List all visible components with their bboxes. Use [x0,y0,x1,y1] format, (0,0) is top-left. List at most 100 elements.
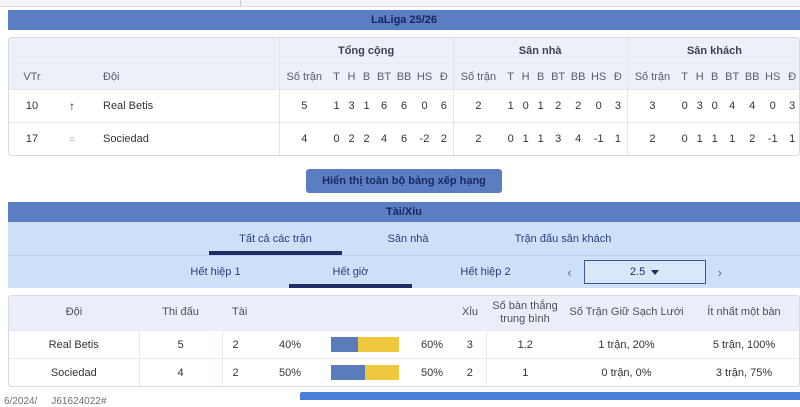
team-name: Sociedad [9,358,139,386]
over-under-bar-cell [320,330,410,359]
stat-cell: 3 [783,89,799,123]
stat-cell: 2 [626,122,678,155]
top-strip [0,0,800,7]
col-header-matches: Số trận [626,63,678,90]
tab-away-matches[interactable]: Trận đấu sân khách [468,222,658,255]
stat-cell: 3 [692,89,708,123]
caret-down-icon [651,269,660,275]
top-strip-divider [240,0,241,6]
show-all-standings-button[interactable]: Hiển thị toàn bộ bảng xếp hạng [306,169,502,193]
group-header-total: Tổng cộng [278,38,454,64]
line-value: 2.5 [630,266,646,278]
stat-cell: 0 [503,122,519,155]
col-header-gd: HS [588,63,610,90]
over-under-card: Đội Thi đấu Tài Xỉu Số bàn thắng trung b… [8,295,800,387]
stat-cell: 1 [533,89,549,123]
ou-col-over: Tài [222,296,260,331]
ou-col-avg-goals: Số bàn thắng trung bình [486,296,564,331]
stat-cell: 4 [722,89,743,123]
stat-cell: 2 [452,89,504,123]
col-header-w: T [503,63,519,90]
period-tab-band: Hết hiệp 1 Hết giờ Hết hiệp 2 ‹ 2.5 › [8,255,800,288]
stat-cell: 2 [742,122,763,155]
tab-second-half[interactable]: Hết hiệp 2 [418,256,553,288]
col-header-pts: Đ [609,63,628,90]
stat-cell: -1 [762,122,784,155]
ou-col-under-pct [410,296,454,331]
show-all-row: Hiển thị toàn bộ bảng xếp hạng [8,169,800,193]
col-header-matches: Số trận [278,63,330,90]
clean-sheets-cell: 1 trận, 20% [564,330,689,359]
tab-all-matches[interactable]: Tất cả các trận [203,222,348,255]
under-pct-cell: 60% [410,330,454,359]
standings-group-header-row: Tổng cộng Sân nhà Sân khách [9,38,799,64]
stat-cell: 3 [548,122,569,155]
stat-cell: 1 [783,122,799,155]
stat-cell: 5 [278,89,330,123]
stat-cell: 6 [374,89,395,123]
league-title: LaLiga 25/26 [370,14,438,26]
footer-ref-left: 6/2024/ [4,396,38,407]
line-selector-group: ‹ 2.5 › [567,256,722,288]
ou-col-bar [320,296,410,331]
over-under-header-bar: Tài/Xỉu [8,202,800,222]
standings-card: Tổng cộng Sân nhà Sân khách VTr Đội Số t… [8,37,800,156]
over-count-cell: 2 [221,330,260,359]
stat-cell: 6 [435,89,454,123]
tab-label: Sân nhà [387,232,429,245]
played-cell: 5 [138,330,222,359]
col-header-gf: BT [722,63,743,90]
bar-under-segment [365,365,399,380]
over-pct-cell: 40% [260,330,320,359]
stat-cell: 0 [762,89,784,123]
stat-cell: -1 [588,122,610,155]
stat-cell: 1 [707,122,723,155]
standings-row-sociedad: 17 ○ Sociedad 4 0 2 2 4 6 -2 2 2 0 1 1 3 [9,122,799,155]
ou-col-over-pct [260,296,320,331]
col-header-l: B [707,63,723,90]
trend-up-icon: ↑ [55,89,89,123]
col-header-w: T [677,63,693,90]
col-header-d: H [344,63,360,90]
ou-col-team: Đội [9,296,139,331]
ou-col-clean-sheets: Số Trận Giữ Sạch Lưới [564,296,689,331]
col-header-gd: HS [414,63,436,90]
tab-home[interactable]: Sân nhà [348,222,468,255]
ou-header-row: Đội Thi đấu Tài Xỉu Số bàn thắng trung b… [9,296,799,331]
stat-cell: 2 [568,89,589,123]
stat-cell: 0 [677,89,693,123]
col-header-gd: HS [762,63,784,90]
team-name: Real Betis [9,330,139,359]
bar-over-segment [331,365,365,380]
tab-full-time[interactable]: Hết giờ [283,256,418,288]
line-next-button[interactable]: › [717,264,722,280]
col-header-ga: BB [394,63,415,90]
line-selector-dropdown[interactable]: 2.5 [583,260,706,284]
footer-ref-text: 6/2024/J61624022# [4,396,120,407]
col-header-matches: Số trận [452,63,504,90]
stat-cell: 1 [692,122,708,155]
league-header-bar: LaLiga 25/26 [8,10,800,30]
over-pct-cell: 50% [260,358,320,386]
col-header-pts: Đ [783,63,799,90]
group-header-away: Sân khách [626,38,799,64]
bottom-section-bar [300,392,800,400]
pos-cell: 10 [9,89,55,123]
stat-cell: 0 [588,89,610,123]
tab-label: Hết hiệp 2 [460,266,511,278]
tab-label: Tất cả các trận [239,232,312,245]
col-header-trend [55,63,89,90]
footer-ref-right: J61624022# [51,396,107,407]
stat-cell: 1 [533,122,549,155]
tab-first-half[interactable]: Hết hiệp 1 [148,256,283,288]
ou-row-real-betis: Real Betis 5 2 40% 60% 3 1.2 1 trận, 20%… [9,330,799,359]
ou-col-played: Thi đấu [139,296,222,331]
stat-cell: 1 [722,122,743,155]
stat-cell: 0 [329,122,345,155]
line-prev-button[interactable]: ‹ [567,264,572,280]
col-header-l: B [533,63,549,90]
tab-label: Hết giờ [332,266,369,278]
col-header-team: Đội [89,63,280,90]
col-header-w: T [329,63,345,90]
col-header-pts: Đ [435,63,454,90]
